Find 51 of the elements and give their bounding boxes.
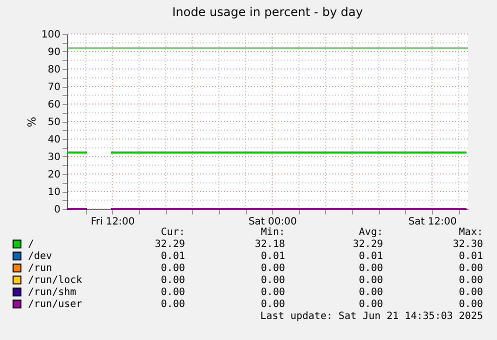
text: Cur: [160,227,185,238]
text: 0.01 [160,251,185,262]
text: 0.00 [358,287,383,298]
text: 0.00 [458,263,483,274]
y-axis-title: % [25,116,38,128]
text: Min: [260,227,285,238]
text: 0.00 [160,263,185,274]
y-tick-label: 0 [54,204,60,216]
legend-label: /run [28,263,52,274]
text: Last update: Sat Jun 21 14:35:03 2025 [260,311,483,322]
x-tick-label: Fri 12:00 [90,216,135,228]
text: 0.00 [260,263,285,274]
text: 0.00 [358,263,383,274]
y-tick-label: 60 [48,100,60,110]
y-tick-label: 50 [48,117,60,128]
text: 0.00 [160,299,185,310]
y-tick-label: 80 [48,64,60,76]
text: 0.00 [458,275,483,286]
text: 0.01 [458,251,483,262]
text: 32.18 [254,239,285,250]
text: 0.00 [358,299,383,310]
legend-label: /run/user [28,299,82,310]
text: 0.00 [458,287,483,298]
y-tick-label: 10 [48,187,60,198]
y-tick-label: 40 [48,134,60,146]
legend-label: /dev [28,251,52,262]
text: 32.29 [154,239,185,250]
text: 0.01 [260,251,285,262]
text: 0.00 [260,299,285,310]
y-tick-label: 20 [48,170,60,180]
x-tick-label: Sat 12:00 [408,216,457,228]
text: Avg: [358,227,383,238]
text: 0.01 [358,251,383,262]
y-tick-label: 90 [48,47,60,58]
text: 0.00 [160,275,185,286]
text: 0.00 [260,287,285,298]
text: 32.29 [352,239,383,250]
text: 0.00 [260,275,285,286]
y-tick-label: 30 [48,152,60,163]
legend-label: / [28,239,34,250]
text: 0.00 [160,287,185,298]
legend-label: /run/lock [28,275,82,286]
legend-label: /run/shm [28,287,76,298]
text: Max: [458,227,483,238]
x-tick-label: Sat 00:00 [248,216,297,228]
text: 32.30 [452,239,483,250]
y-tick-label: 100 [41,30,60,40]
text: 0.00 [458,299,483,310]
y-tick-label: 70 [48,82,60,93]
text: 0.00 [358,275,383,286]
chart-title: Inode usage in percent - by day [172,5,363,19]
